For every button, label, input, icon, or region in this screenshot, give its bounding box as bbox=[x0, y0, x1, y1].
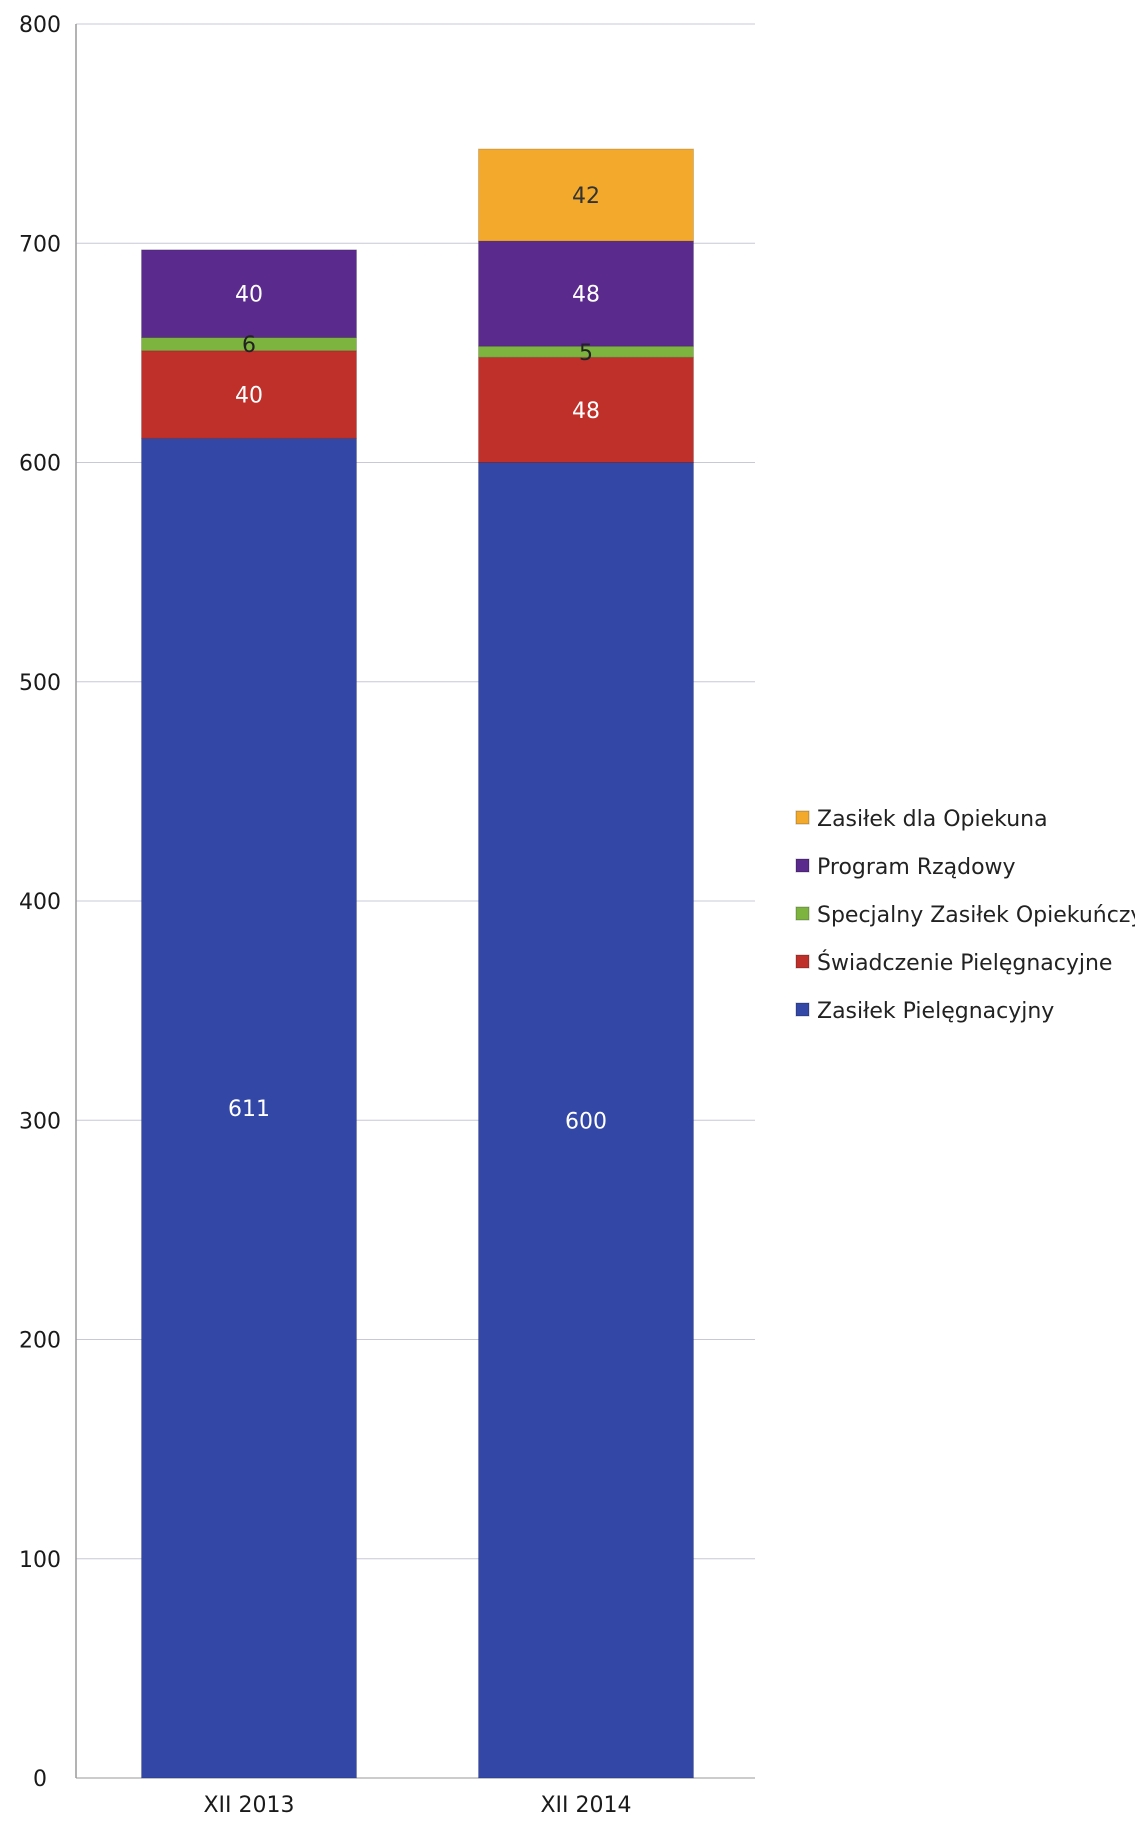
y-axis: 0 100 200 300 400 500 600 700 800 bbox=[19, 13, 77, 1792]
y-tick-label: 200 bbox=[19, 1329, 61, 1354]
legend-swatch bbox=[795, 858, 810, 873]
legend-swatch bbox=[795, 810, 810, 825]
x-tick-label: XII 2013 bbox=[203, 1793, 294, 1818]
data-label: 40 bbox=[235, 384, 263, 409]
legend-label: Zasiłek Pielęgnacyjny bbox=[817, 999, 1054, 1024]
legend: Zasiłek dla Opiekuna Program Rządowy Specj… bbox=[795, 807, 1135, 1024]
data-label: 48 bbox=[572, 283, 600, 308]
legend-label: Program Rządowy bbox=[817, 855, 1016, 880]
bar-segment bbox=[141, 249, 357, 339]
y-tick-label: 500 bbox=[19, 671, 61, 696]
bars bbox=[141, 148, 694, 1779]
data-label: 40 bbox=[235, 283, 263, 308]
y-tick-label: 0 bbox=[33, 1767, 47, 1792]
y-tick-label: 400 bbox=[19, 890, 61, 915]
bar-segment bbox=[141, 437, 357, 1779]
legend-swatch bbox=[795, 1002, 810, 1017]
data-label: 42 bbox=[572, 184, 600, 209]
data-label: 611 bbox=[228, 1097, 270, 1122]
bar-segment bbox=[478, 148, 694, 242]
data-label: 5 bbox=[579, 341, 593, 366]
data-label: 48 bbox=[572, 399, 600, 424]
data-label: 6 bbox=[242, 333, 256, 358]
bar-segment bbox=[478, 462, 694, 1779]
bar-segment bbox=[141, 350, 357, 439]
x-tick-label: XII 2014 bbox=[540, 1793, 631, 1818]
y-tick-label: 100 bbox=[19, 1548, 61, 1573]
legend-label: Specjalny Zasiłek Opiekuńczy bbox=[817, 903, 1135, 928]
legend-swatch bbox=[795, 954, 810, 969]
legend-swatch bbox=[795, 906, 810, 921]
x-axis: XII 2013 XII 2014 bbox=[203, 1793, 631, 1818]
bar-segment bbox=[478, 356, 694, 464]
y-tick-label: 700 bbox=[19, 232, 61, 257]
y-tick-label: 800 bbox=[19, 13, 61, 38]
legend-label: Zasiłek dla Opiekuna bbox=[817, 807, 1048, 832]
data-labels: 611 40 6 40 600 48 5 48 42 bbox=[228, 184, 607, 1134]
legend-label: Świadczenie Pielęgnacyjne bbox=[817, 950, 1112, 976]
bar-segment bbox=[478, 240, 694, 347]
y-tick-label: 300 bbox=[19, 1109, 61, 1134]
y-tick-label: 600 bbox=[19, 452, 61, 477]
data-label: 600 bbox=[565, 1109, 607, 1134]
